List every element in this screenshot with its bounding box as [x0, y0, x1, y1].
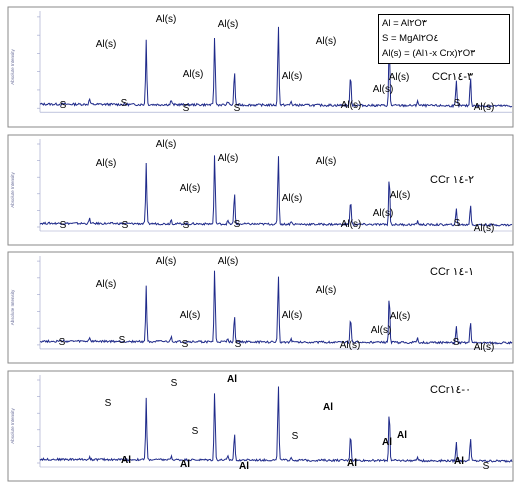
diffraction-trace — [39, 26, 513, 109]
peak-label-als: Al(s) — [316, 156, 337, 167]
peak-label-s: S — [453, 337, 460, 348]
peak-label-als: Al(s) — [341, 219, 362, 230]
panel-frame — [7, 370, 514, 482]
peak-label-als: Al(s) — [371, 325, 392, 336]
legend-entry-al: Al = Al٢O٣ — [382, 18, 427, 29]
panel-label: CCr ١-١٤ — [430, 266, 474, 278]
y-axis-title: Absolute Intensity — [10, 48, 15, 84]
peak-label-als: Al(s) — [218, 256, 239, 267]
peak-label-als: Al(s) — [373, 208, 394, 219]
peak-label-s: S — [235, 339, 242, 350]
peak-label-al: Al — [239, 461, 249, 472]
peak-label-als: Al(s) — [282, 310, 303, 321]
peak-label-als: Al(s) — [96, 279, 117, 290]
peak-label-s: S — [60, 220, 67, 231]
peak-label-als: Al(s) — [180, 310, 201, 321]
peak-label-s: S — [483, 461, 490, 472]
panel-label: CCr ٢-١٤ — [430, 174, 474, 186]
panel-label: CCr٣-١٤ — [432, 71, 473, 83]
peak-label-al: Al — [347, 458, 357, 469]
peak-label-s: S — [234, 219, 241, 230]
peak-label-als: Al(s) — [390, 311, 411, 322]
peak-label-s: S — [192, 426, 199, 437]
peak-label-als: Al(s) — [156, 139, 177, 150]
peak-label-s: S — [122, 220, 129, 231]
peak-label-s: S — [454, 218, 461, 229]
peak-label-als: Al(s) — [373, 84, 394, 95]
peak-label-al: Al — [227, 374, 237, 385]
peak-label-s: S — [292, 431, 299, 442]
peak-label-s: S — [105, 398, 112, 409]
peak-label-s: S — [171, 378, 178, 389]
diffraction-trace — [39, 386, 513, 464]
panel-frame — [7, 134, 514, 246]
y-axis-title: Absolute Intensity — [10, 289, 15, 325]
peak-label-als: Al(s) — [316, 36, 337, 47]
legend-entry-s: S = MgAl٢O٤ — [382, 33, 439, 44]
peak-label-als: Al(s) — [218, 19, 239, 30]
peak-label-als: Al(s) — [282, 71, 303, 82]
peak-label-s: S — [59, 337, 66, 348]
peak-label-als: Al(s) — [474, 342, 495, 353]
peak-label-als: Al(s) — [96, 158, 117, 169]
peak-label-als: Al(s) — [156, 256, 177, 267]
peak-label-s: S — [454, 98, 461, 109]
peak-label-al: Al — [382, 437, 392, 448]
peak-label-al: Al — [121, 455, 131, 466]
phase-legend: Al = Al٢O٣ S = MgAl٢O٤ Al(s) = (Al١-x Cr… — [378, 14, 510, 64]
diffraction-trace — [39, 270, 513, 345]
peak-label-s: S — [183, 103, 190, 114]
peak-label-als: Al(s) — [316, 285, 337, 296]
peak-label-s: S — [183, 220, 190, 231]
xrd-panel-3: Absolute Intensity CCr ١-١٤ S Al(s) S Al(s) S A… — [7, 251, 514, 364]
peak-label-s: S — [119, 335, 126, 346]
legend-entry-als: Al(s) = (Al١-x Crx)٢O٣ — [382, 48, 476, 59]
peak-label-als: Al(s) — [474, 223, 495, 234]
xrd-panel-2: Absolute Intensity CCr ٢-١٤ S Al(s) S Al(s) S A… — [7, 134, 514, 246]
xrd-panel-4: Absolute Intensity CCr٠-١٤ S Al S Al S Al Al S Al A… — [7, 370, 514, 482]
peak-label-als: Al(s) — [218, 153, 239, 164]
y-axis-title: Absolute Intensity — [10, 171, 15, 207]
peak-label-als: Al(s) — [282, 193, 303, 204]
peak-label-als: Al(s) — [389, 72, 410, 83]
peak-label-als: Al(s) — [340, 340, 361, 351]
peak-label-al: Al — [323, 402, 333, 413]
peak-label-als: Al(s) — [180, 183, 201, 194]
peak-label-al: Al — [454, 456, 464, 467]
peak-label-als: Al(s) — [96, 39, 117, 50]
peak-label-als: Al(s) — [474, 102, 495, 113]
panel-frame — [7, 251, 514, 364]
peak-label-al: Al — [397, 430, 407, 441]
peak-label-als: Al(s) — [390, 190, 411, 201]
diffraction-trace — [39, 155, 513, 227]
peak-label-s: S — [60, 100, 67, 111]
peak-label-als: Al(s) — [183, 69, 204, 80]
peak-label-als: Al(s) — [156, 14, 177, 25]
peak-label-al: Al — [180, 459, 190, 470]
y-axis-title: Absolute Intensity — [10, 407, 15, 443]
peak-label-s: S — [121, 98, 128, 109]
panel-label: CCr٠-١٤ — [430, 384, 471, 396]
peak-label-s: S — [182, 339, 189, 350]
peak-label-als: Al(s) — [341, 100, 362, 111]
peak-label-s: S — [234, 103, 241, 114]
